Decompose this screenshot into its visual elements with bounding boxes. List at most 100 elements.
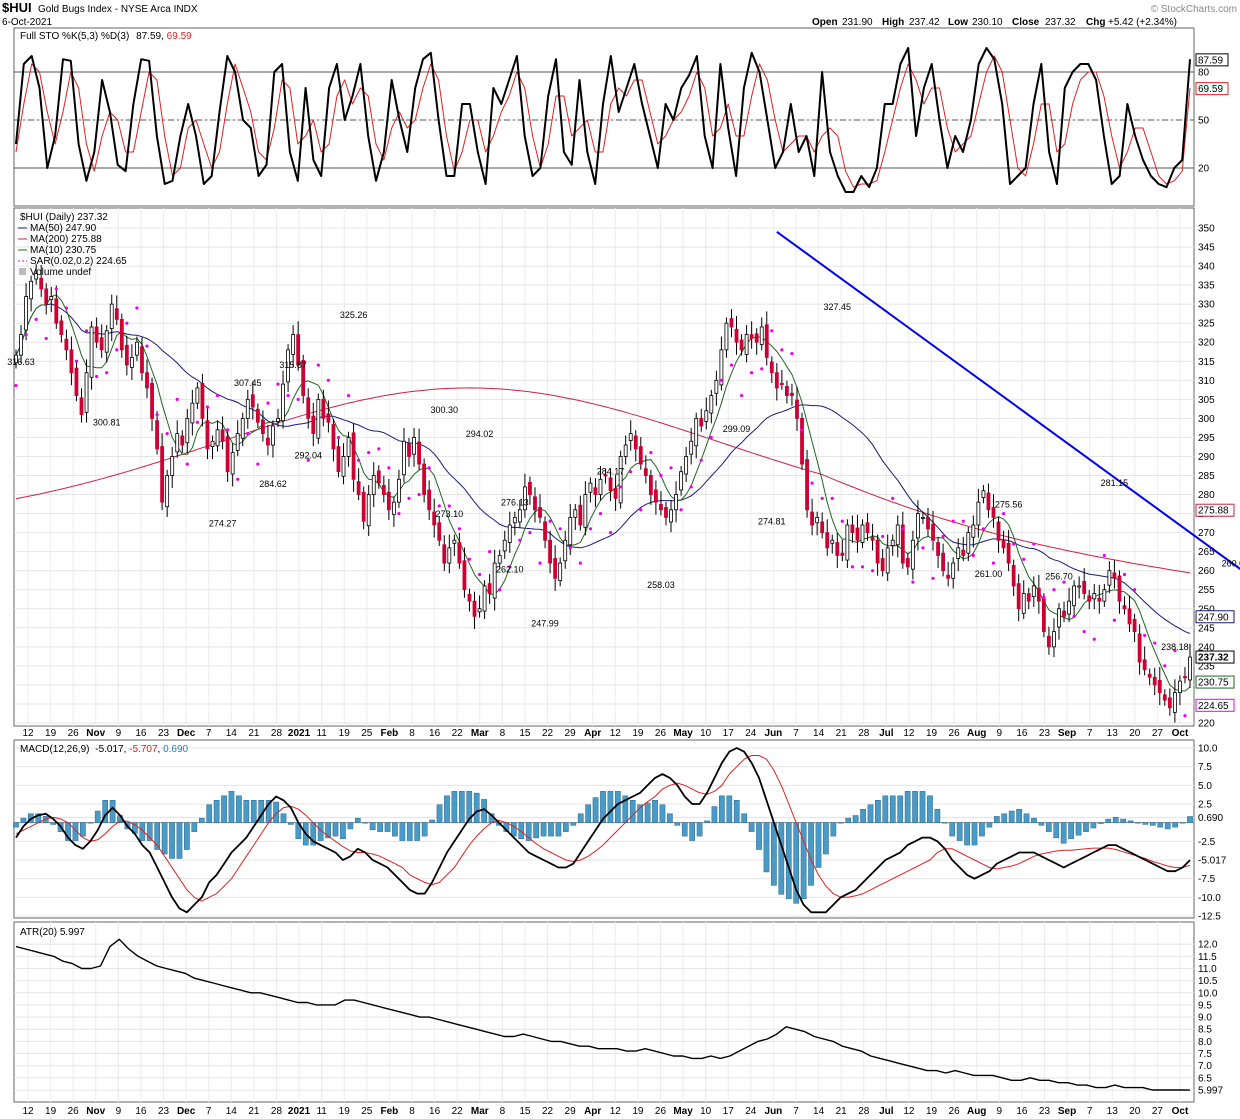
price-xtick-label: Oct xyxy=(1172,728,1189,739)
sar-dot xyxy=(1163,664,1167,668)
candle-body xyxy=(885,547,890,574)
macd-hist-bar xyxy=(510,822,517,837)
price-xtick-label: Aug xyxy=(967,728,986,739)
candle-body xyxy=(341,456,346,477)
price-xtick-label: 9 xyxy=(997,728,1003,739)
candle-body xyxy=(437,522,442,541)
price-annotation: 258.03 xyxy=(647,580,675,590)
candle-body xyxy=(1026,593,1031,602)
macd-hist-bar xyxy=(243,800,250,823)
price-xtick-label: 13 xyxy=(1107,728,1119,739)
chg-value: +5.42 (+2.34%) xyxy=(1108,17,1177,28)
sar-dot xyxy=(95,374,99,379)
macd-hist-bar xyxy=(451,791,458,823)
candle-body xyxy=(316,398,321,439)
price-xtick-label: Apr xyxy=(584,728,601,739)
sar-dot xyxy=(669,466,673,470)
price-last-value-box xyxy=(1195,650,1235,664)
macd-hist-bar xyxy=(1127,820,1134,823)
price-xtick-label: 28 xyxy=(271,728,283,739)
macd-hist-bar xyxy=(1023,813,1030,823)
macd-hist-bar xyxy=(466,791,473,823)
sar-dot xyxy=(226,428,230,432)
candle-body xyxy=(699,417,704,427)
macd-ytick-label: -2.5 xyxy=(1198,837,1216,848)
atr-xtick-label: 9 xyxy=(997,1106,1003,1117)
index-name: Gold Bugs Index - NYSE Arca INDX xyxy=(38,4,198,15)
price-ytick-label: 295 xyxy=(1198,433,1215,444)
candle-body xyxy=(558,562,563,581)
symbol-title: $HUI xyxy=(2,0,32,15)
macd-hist-bar xyxy=(748,822,755,832)
atr-xtick-label: 19 xyxy=(926,1106,938,1117)
candle-body xyxy=(669,509,673,523)
macd-hist-bar xyxy=(629,800,636,823)
macd-hist-bar xyxy=(860,808,866,823)
sar-dot xyxy=(588,527,593,531)
candle-body xyxy=(250,394,255,408)
candle-body xyxy=(24,296,28,331)
macd-hist-bar xyxy=(1149,822,1156,826)
price-annotation: 299.09 xyxy=(723,424,751,434)
watermark: © StockCharts.com xyxy=(1151,4,1237,15)
candle-body xyxy=(129,357,134,368)
sar-dot xyxy=(1022,557,1026,561)
sar-dot xyxy=(1082,630,1086,634)
macd-hist-bar xyxy=(109,800,116,823)
sar-dot xyxy=(951,519,955,523)
price-xtick-label: 7 xyxy=(1087,728,1093,739)
candle-body xyxy=(1112,572,1117,579)
sar-dot xyxy=(1153,641,1157,645)
macd-hist-bar xyxy=(518,822,525,840)
sar-dot xyxy=(155,412,159,417)
sar-dot xyxy=(1032,542,1036,546)
candle-body xyxy=(1011,564,1016,587)
candle-body xyxy=(1147,673,1152,678)
macd-hist-bar xyxy=(325,822,331,839)
atr-ytick-label: 7.0 xyxy=(1198,1061,1212,1072)
candle-body xyxy=(205,420,210,450)
candle-body xyxy=(175,433,180,453)
price-xtick-label: 27 xyxy=(1152,728,1164,739)
sar-dot xyxy=(256,462,260,466)
candle-body xyxy=(240,417,245,439)
price-last-value-label: 224.65 xyxy=(1198,701,1229,712)
high-value: 237.42 xyxy=(909,17,940,28)
sar-dot xyxy=(750,371,754,375)
macd-hist-bar xyxy=(882,795,889,823)
candle-body xyxy=(835,542,840,556)
macd-hist-bar xyxy=(20,817,27,823)
macd-hist-bar xyxy=(13,822,19,828)
atr-xtick-label: 28 xyxy=(858,1106,870,1117)
candle-body xyxy=(598,478,603,495)
candle-body xyxy=(719,349,724,386)
candle-body xyxy=(507,524,512,543)
candle-body xyxy=(386,491,391,511)
macd-hist-bar xyxy=(934,808,941,823)
candle-body xyxy=(351,432,356,480)
atr-xtick-label: Jun xyxy=(765,1106,783,1117)
candle-body xyxy=(754,333,759,343)
macd-hist-bar xyxy=(406,822,413,841)
price-annotation: 284.62 xyxy=(259,479,287,489)
candle-body xyxy=(759,326,764,345)
candle-body xyxy=(44,288,49,305)
price-annotation: 256.70 xyxy=(1045,571,1073,581)
sar-dot xyxy=(1173,649,1177,653)
candle-body xyxy=(69,349,74,374)
stoch-ytick-label: 20 xyxy=(1198,164,1210,175)
price-annotation: 247.99 xyxy=(531,618,559,628)
candle-body xyxy=(492,562,497,599)
candle-body xyxy=(1102,589,1107,602)
candle-body xyxy=(1001,539,1006,549)
macd-hist-bar xyxy=(213,800,220,823)
price-xtick-label: May xyxy=(673,728,693,739)
candle-body xyxy=(49,296,54,300)
macd-hist-bar xyxy=(473,792,480,823)
atr-xtick-label: 16 xyxy=(1016,1106,1028,1117)
candle-body xyxy=(618,456,623,504)
sar-dot xyxy=(790,352,794,356)
price-legend-ma50: MA(50) 247.90 xyxy=(30,223,97,234)
candle-body xyxy=(417,441,421,465)
candle-body xyxy=(739,339,744,351)
